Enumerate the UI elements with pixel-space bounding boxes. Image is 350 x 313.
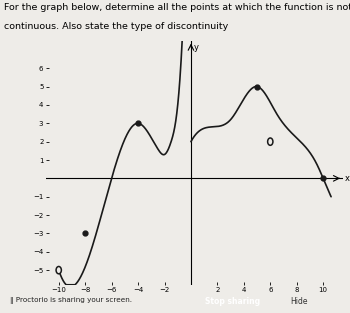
Text: ‖ Proctorio is sharing your screen.: ‖ Proctorio is sharing your screen.: [10, 297, 133, 304]
Text: For the graph below, determine all the points at which the function is not: For the graph below, determine all the p…: [4, 3, 350, 12]
Circle shape: [56, 266, 61, 274]
Text: x: x: [344, 174, 349, 183]
Circle shape: [268, 138, 273, 145]
Text: y: y: [194, 43, 199, 52]
Text: continuous. Also state the type of discontinuity: continuous. Also state the type of disco…: [4, 22, 228, 31]
Text: Stop sharing: Stop sharing: [205, 297, 260, 306]
Text: Hide: Hide: [290, 297, 308, 305]
